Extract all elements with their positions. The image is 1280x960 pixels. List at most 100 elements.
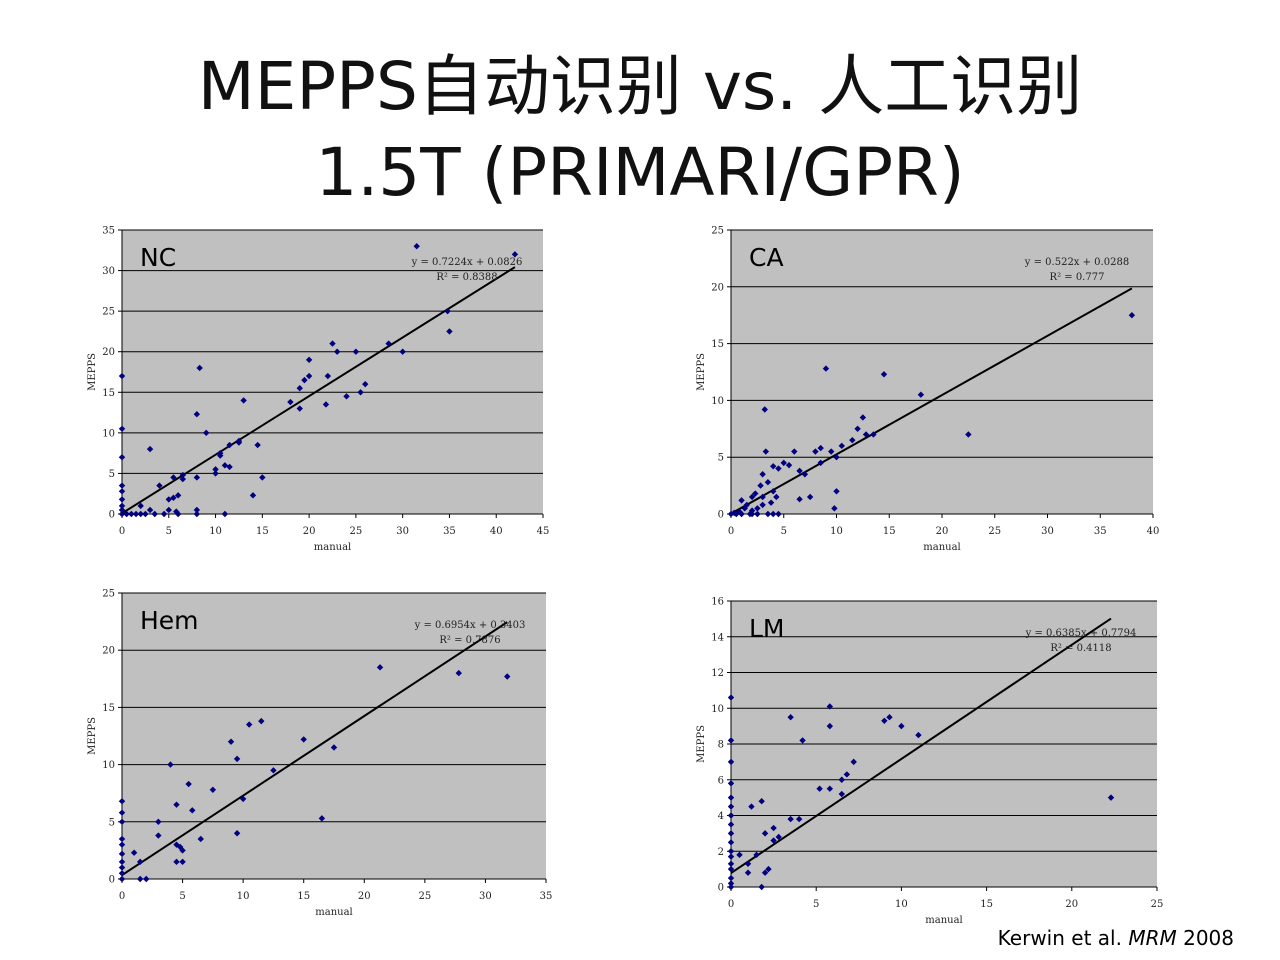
data-point — [352, 348, 360, 355]
data-point — [748, 510, 756, 518]
y-axis-label: MEPPS — [87, 717, 98, 755]
data-point — [305, 372, 313, 380]
data-point — [727, 794, 735, 801]
y-tick-label: 0 — [109, 875, 115, 886]
data-point — [826, 722, 834, 730]
x-tick-label: 20 — [303, 526, 316, 537]
y-tick-label: 10 — [102, 428, 115, 439]
data-point — [826, 785, 834, 792]
data-point — [727, 737, 735, 744]
x-tick-label: 5 — [781, 526, 787, 537]
y-tick-label: 14 — [711, 632, 724, 643]
data-point — [357, 389, 364, 396]
x-axis-label: manual — [314, 542, 352, 553]
data-point — [132, 510, 140, 518]
data-point — [736, 508, 743, 515]
plot-area — [122, 230, 543, 514]
y-tick-label: 6 — [718, 775, 724, 786]
data-point — [226, 463, 233, 471]
data-point — [118, 372, 126, 380]
x-tick-label: 30 — [396, 526, 409, 537]
data-point — [727, 865, 735, 873]
data-point — [193, 510, 201, 518]
data-point — [727, 821, 735, 828]
data-point — [806, 493, 814, 501]
x-tick-label: 10 — [209, 526, 222, 537]
data-point — [727, 510, 735, 518]
y-tick-label: 2 — [718, 847, 724, 858]
y-tick-label: 12 — [711, 668, 724, 679]
data-point — [217, 452, 224, 459]
y-axis-label: MEPPS — [696, 353, 707, 391]
trendline-r2: R² = 0.8388 — [436, 272, 497, 283]
data-point — [212, 466, 219, 473]
data-point — [859, 414, 867, 421]
y-tick-label: 25 — [102, 307, 115, 318]
data-point — [343, 393, 350, 400]
x-tick-label: 5 — [166, 526, 172, 537]
data-point — [193, 506, 201, 514]
chart-hem: 0 5 10 15 20 25 0 5 10 15 20 25 30 35 manual MEPPS Hem y … — [87, 589, 552, 919]
x-tick-label: 25 — [350, 526, 363, 537]
data-point — [305, 356, 313, 364]
panel-label: LM — [749, 614, 785, 643]
data-point — [727, 803, 735, 810]
data-point — [333, 348, 341, 355]
data-point — [854, 425, 861, 432]
x-tick-label: 10 — [895, 899, 908, 910]
data-point — [259, 474, 266, 481]
data-point — [752, 490, 759, 497]
citation: Kerwin et al. MRM 2008 — [998, 926, 1234, 950]
x-tick-label: 20 — [936, 526, 949, 537]
chart-ca: 0 5 10 15 20 25 0 5 10 15 20 25 30 35 40 manual MEPPS CA y… — [696, 226, 1159, 554]
data-point — [249, 492, 257, 499]
data-point — [118, 496, 126, 503]
y-tick-label: 16 — [711, 597, 724, 608]
data-point — [118, 510, 126, 518]
y-tick-label: 5 — [109, 469, 115, 480]
data-point — [775, 510, 782, 518]
x-tick-label: 5 — [813, 899, 819, 910]
x-axis-label: manual — [925, 915, 963, 926]
data-point — [727, 780, 735, 787]
data-point — [233, 755, 241, 763]
data-point — [322, 401, 330, 408]
data-point — [300, 736, 307, 743]
x-tick-label: 10 — [237, 891, 250, 902]
data-point — [838, 776, 845, 783]
y-tick-label: 10 — [711, 396, 724, 407]
trendline — [730, 287, 1133, 515]
trendline-equation: y = 0.6954x + 0.3403 — [414, 620, 526, 631]
data-point — [727, 874, 735, 882]
x-axis-label: manual — [315, 907, 353, 918]
data-point — [965, 431, 972, 438]
y-tick-label: 15 — [102, 703, 115, 714]
data-point — [838, 790, 845, 798]
y-tick-label: 10 — [711, 704, 724, 715]
data-point — [833, 488, 840, 495]
data-point — [136, 875, 144, 883]
x-tick-label: 25 — [418, 891, 431, 902]
y-tick-label: 0 — [109, 510, 115, 521]
data-point — [118, 875, 126, 883]
x-tick-label: 0 — [728, 526, 734, 537]
x-tick-label: 15 — [980, 899, 993, 910]
y-tick-label: 35 — [102, 226, 115, 237]
data-point — [761, 406, 768, 413]
x-tick-label: 20 — [1065, 899, 1078, 910]
data-point — [165, 506, 172, 514]
panel-label: CA — [749, 243, 784, 272]
slide-title-line1: MEPPS自动识别 vs. 人工识别 — [197, 48, 1083, 125]
data-point — [118, 482, 126, 489]
data-point — [196, 364, 203, 372]
data-point — [170, 494, 177, 501]
data-point — [399, 348, 406, 355]
y-tick-label: 0 — [718, 510, 724, 521]
data-point — [727, 830, 735, 837]
data-point — [727, 758, 735, 766]
data-point — [330, 744, 338, 751]
data-point — [142, 510, 149, 518]
x-tick-label: 35 — [443, 526, 456, 537]
x-tick-label: 15 — [256, 526, 269, 537]
y-tick-label: 25 — [102, 589, 115, 600]
